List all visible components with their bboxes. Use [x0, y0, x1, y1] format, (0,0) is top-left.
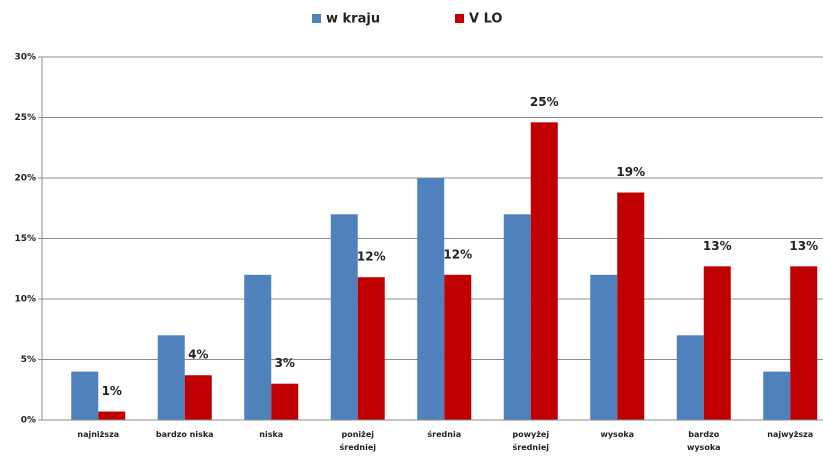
legend-label: w kraju [326, 12, 380, 27]
x-tick-label: najniższa [77, 430, 120, 439]
y-tick-label: 10% [14, 295, 36, 305]
legend-swatch [455, 14, 464, 23]
bar [244, 274, 272, 420]
data-label: 12% [357, 250, 386, 264]
data-label: 19% [616, 165, 645, 179]
y-tick-label: 0% [21, 416, 36, 426]
x-tick-label: bardzo wysoka [686, 430, 721, 452]
bar [444, 274, 472, 420]
bar [763, 371, 791, 420]
y-tick-label: 5% [21, 355, 36, 365]
data-label: 3% [275, 356, 295, 370]
x-tick-label: średnia [427, 430, 462, 439]
bar [503, 214, 531, 420]
bar [790, 266, 818, 420]
bar [98, 411, 126, 420]
bar [417, 178, 445, 420]
y-tick-label: 20% [14, 174, 36, 184]
bar [617, 192, 645, 420]
bar [590, 274, 618, 420]
data-label: 1% [102, 384, 122, 398]
bar [157, 335, 185, 420]
x-tick-label: bardzo niska [155, 430, 214, 439]
x-tick-label: najwyższa [767, 430, 814, 439]
y-tick-label: 30% [14, 53, 36, 63]
data-label: 25% [530, 95, 559, 109]
bar [184, 375, 212, 420]
data-label: 4% [188, 348, 208, 362]
data-label: 13% [789, 239, 818, 253]
y-tick-label: 15% [14, 234, 36, 244]
bar [330, 214, 358, 420]
x-tick-label: poniżej średniej [339, 430, 376, 452]
x-tick-label: wysoka [600, 430, 635, 439]
data-label: 12% [443, 247, 472, 261]
bar [71, 371, 99, 420]
bar [357, 277, 385, 420]
y-tick-label: 25% [14, 113, 36, 123]
x-tick-label: powyżej średniej [512, 430, 550, 452]
data-label: 13% [703, 239, 732, 253]
bar [703, 266, 731, 420]
bar [530, 122, 558, 420]
legend-label: V LO [469, 12, 502, 27]
bar [271, 383, 299, 420]
legend-swatch [312, 14, 321, 23]
bar [676, 335, 704, 420]
x-tick-label: niska [259, 430, 284, 439]
